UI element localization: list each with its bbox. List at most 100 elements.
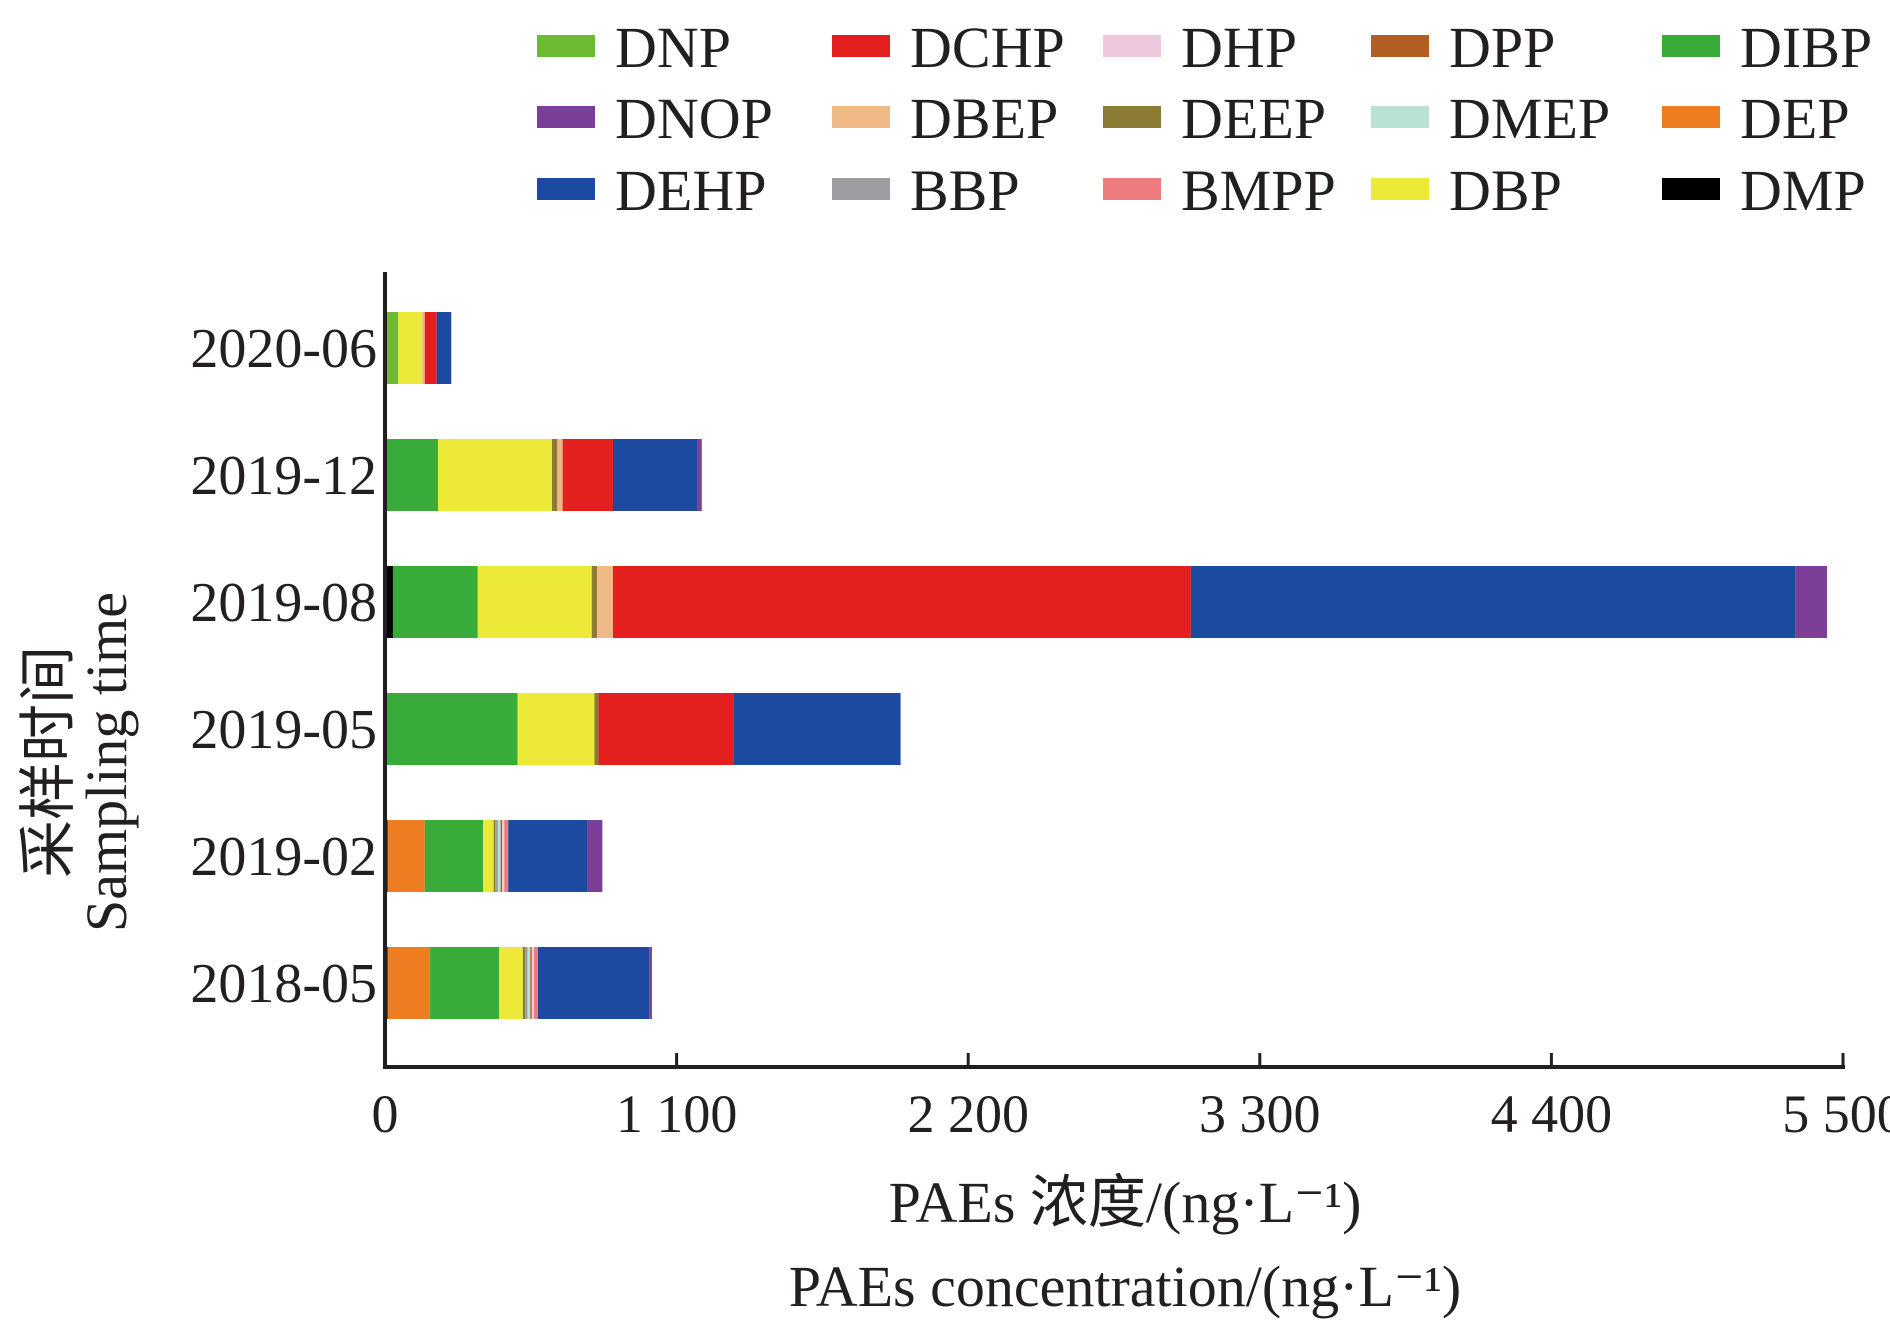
legend-item-dmep: DMEP: [1371, 86, 1610, 151]
bar-segment-dmep-2019-02: [497, 820, 501, 892]
x-tick-label: 3 300: [1199, 1084, 1321, 1144]
legend-item-dehp: DEHP: [537, 158, 766, 223]
legend-label: DEEP: [1181, 86, 1326, 151]
bar-segment-bmpp-2019-02: [504, 820, 509, 892]
bar-segment-dep-2019-02: [387, 820, 425, 892]
bar-segment-dchp-2019-08: [612, 566, 1191, 638]
legend-swatch: [1371, 106, 1429, 128]
bars: [385, 312, 1828, 1019]
legend-label: DNP: [615, 15, 731, 80]
x-tick-label: 1 100: [616, 1084, 738, 1144]
legend-swatch: [1662, 35, 1720, 57]
bar-row-2019-05: [385, 693, 901, 765]
bar-row-2018-05: [385, 947, 652, 1019]
bar-segment-dchp-2020-06: [424, 312, 437, 384]
bar-segment-dbep-2019-12: [557, 439, 563, 511]
legend-label: DCHP: [910, 15, 1065, 80]
legend-swatch: [1371, 178, 1429, 200]
bar-segment-dbp-2020-06: [398, 312, 423, 384]
legend-swatch: [1103, 35, 1161, 57]
y-axis: 2020-06 2019-12 2019-08 2019-05 2019-02 2018-…: [190, 272, 387, 1067]
y-tick-label: 2020-06: [190, 318, 377, 380]
bar-segment-dnp-2020-06: [385, 312, 399, 384]
legend-label: DNOP: [615, 86, 773, 151]
bar-segment-dpp-2019-02: [500, 820, 503, 892]
bar-segment-dnop-2019-02: [587, 820, 603, 892]
bar-segment-dbp-2019-02: [483, 820, 494, 892]
bar-segment-dmep-2018-05: [527, 947, 531, 1019]
bar-segment-deep-2019-08: [591, 566, 598, 638]
bar-segment-dibp-2019-02: [424, 820, 484, 892]
legend-swatch: [1662, 178, 1720, 200]
bar-segment-dchp-2019-05: [598, 693, 734, 765]
bar-segment-dbp-2019-12: [438, 439, 553, 511]
legend-item-deep: DEEP: [1103, 86, 1326, 151]
bar-segment-dnop-2019-12: [697, 439, 702, 511]
legend-label: DEHP: [615, 158, 766, 223]
x-tick-label: 0: [372, 1084, 399, 1144]
bar-segment-bbp-2018-05: [524, 947, 528, 1019]
bar-segment-deep-2019-02: [493, 820, 496, 892]
x-axis-title-en: PAEs concentration/(ng·L⁻¹): [789, 1254, 1461, 1319]
bar-segment-dehp-2018-05: [537, 947, 650, 1019]
bar-segment-bmpp-2018-05: [533, 947, 538, 1019]
legend-item-dpp: DPP: [1371, 15, 1555, 80]
bar-segment-dep-2018-05: [387, 947, 431, 1019]
bar-segment-dehp-2019-12: [612, 439, 698, 511]
bar-segment-deep-2018-05: [522, 947, 525, 1019]
legend-label: DPP: [1449, 15, 1555, 80]
bar-segment-dbep-2019-08: [597, 566, 613, 638]
legend: DNP DCHP DHP DPP DIBP DNOP DBEP DEEP DMEP DEP DEHP…: [537, 15, 1872, 223]
legend-label: DMEP: [1449, 86, 1610, 151]
legend-item-dnp: DNP: [537, 15, 731, 80]
legend-swatch: [1103, 106, 1161, 128]
y-tick-label: 2019-05: [190, 699, 377, 761]
legend-swatch: [1371, 35, 1429, 57]
bar-segment-dehp-2019-08: [1190, 566, 1796, 638]
bar-segment-dibp-2019-12: [385, 439, 439, 511]
legend-item-dmp: DMP: [1662, 158, 1866, 223]
legend-label: BMPP: [1181, 158, 1336, 223]
bar-segment-dnop-2018-05: [649, 947, 652, 1019]
bar-segment-dhp-2018-05: [531, 947, 534, 1019]
legend-item-dhp: DHP: [1103, 15, 1297, 80]
bar-segment-dbep-2020-06: [422, 312, 425, 384]
legend-item-dchp: DCHP: [832, 15, 1065, 80]
legend-swatch: [832, 106, 890, 128]
legend-label: DHP: [1181, 15, 1297, 80]
bar-row-2019-12: [385, 439, 702, 511]
bar-row-2020-06: [385, 312, 452, 384]
legend-item-bbp: BBP: [832, 158, 1020, 223]
y-tick-label: 2019-12: [190, 445, 377, 507]
bar-segment-dehp-2020-06: [436, 312, 452, 384]
bar-segment-dibp-2019-05: [385, 693, 518, 765]
bar-segment-dhp-2019-02: [502, 820, 505, 892]
bar-segment-dpp-2018-05: [530, 947, 532, 1019]
legend-swatch: [832, 35, 890, 57]
bar-segment-dibp-2019-08: [392, 566, 478, 638]
bar-segment-deep-2019-12: [552, 439, 558, 511]
x-tick-label: 2 200: [907, 1084, 1029, 1144]
legend-swatch: [537, 35, 595, 57]
legend-swatch: [832, 178, 890, 200]
y-axis-title-cn: 采样时间: [16, 646, 81, 878]
legend-label: DBP: [1449, 158, 1562, 223]
legend-swatch: [1662, 106, 1720, 128]
bar-segment-dbp-2018-05: [498, 947, 523, 1019]
x-axis-title-cn: PAEs 浓度/(ng·L⁻¹): [889, 1170, 1362, 1235]
bar-segment-dibp-2018-05: [430, 947, 499, 1019]
legend-item-dep: DEP: [1662, 86, 1850, 151]
legend-item-dbep: DBEP: [832, 86, 1058, 151]
y-axis-title-en: Sampling time: [74, 592, 139, 932]
legend-label: DEP: [1740, 86, 1850, 151]
legend-item-dbp: DBP: [1371, 158, 1562, 223]
x-tick-label: 5 500: [1782, 1084, 1890, 1144]
legend-swatch: [537, 178, 595, 200]
legend-swatch: [537, 106, 595, 128]
bar-segment-dbp-2019-08: [477, 566, 592, 638]
legend-item-dibp: DIBP: [1662, 15, 1872, 80]
bar-segment-dmp-2019-08: [385, 566, 393, 638]
bar-segment-dchp-2019-12: [562, 439, 613, 511]
x-tick-label: 4 400: [1491, 1084, 1613, 1144]
